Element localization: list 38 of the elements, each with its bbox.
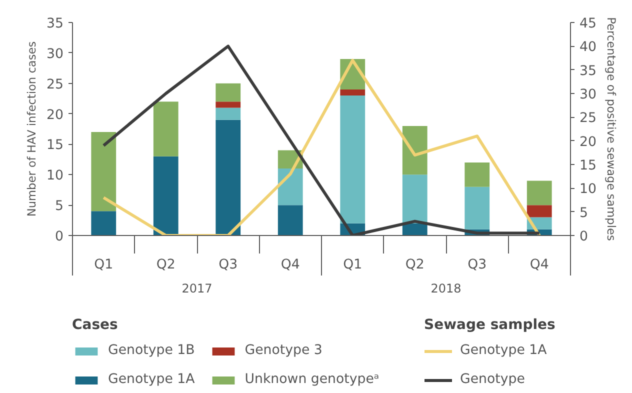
y-tick-label: 0 [55,230,64,244]
legend-label: Genotype [460,372,525,387]
x-tick-label: Q3 [468,258,487,272]
y2-tick-label: 0 [580,230,588,244]
y2-tick-label: 35 [580,64,596,79]
x-tick-label: Q4 [530,258,549,272]
legend-label: Genotype 3 [244,343,322,358]
text: 2017 [182,282,212,296]
y-tick-label: 25 [46,77,64,92]
legend-label: Genotype 1A [108,372,195,387]
legend-label: Unknown genotypeᵃ [244,372,380,387]
y2-axis-title: Percentage of positive sewage samples [604,17,618,241]
y2-tick-label: 25 [580,111,596,126]
x-tick-label: Q1 [94,258,114,272]
x-tick-label: Q3 [218,258,238,272]
legend-label: Genotype 1B [108,343,195,358]
y2-tick-label: 15 [580,158,596,174]
y-tick-label: 35 [46,16,64,32]
y2-tick-label: 5 [580,206,588,221]
y-axis-title: Number of HAV infection cases [24,41,39,217]
legend-label: Genotype 1A [460,343,547,358]
text: 2018 [430,282,462,296]
legend-title: Cases [72,317,119,333]
y2-tick-label: 45 [580,16,596,32]
x-tick-label: Q2 [156,258,176,272]
y-tick-label: 5 [55,199,64,214]
x-tick-label: Q4 [280,258,300,272]
y-tick-label: 10 [46,168,64,184]
text: Sewage samples [424,317,556,333]
y2-tick-label: 40 [580,40,596,56]
y2-tick-label: 20 [580,134,596,150]
y-tick-label: 15 [46,138,64,154]
y-tick-label: 30 [46,46,64,62]
y2-tick-label: 30 [580,88,596,102]
x-tick-label: Q2 [405,258,424,272]
y-tick-label: 20 [46,108,64,123]
x-tick-label: Q1 [343,258,362,272]
y2-tick-label: 10 [580,182,596,198]
